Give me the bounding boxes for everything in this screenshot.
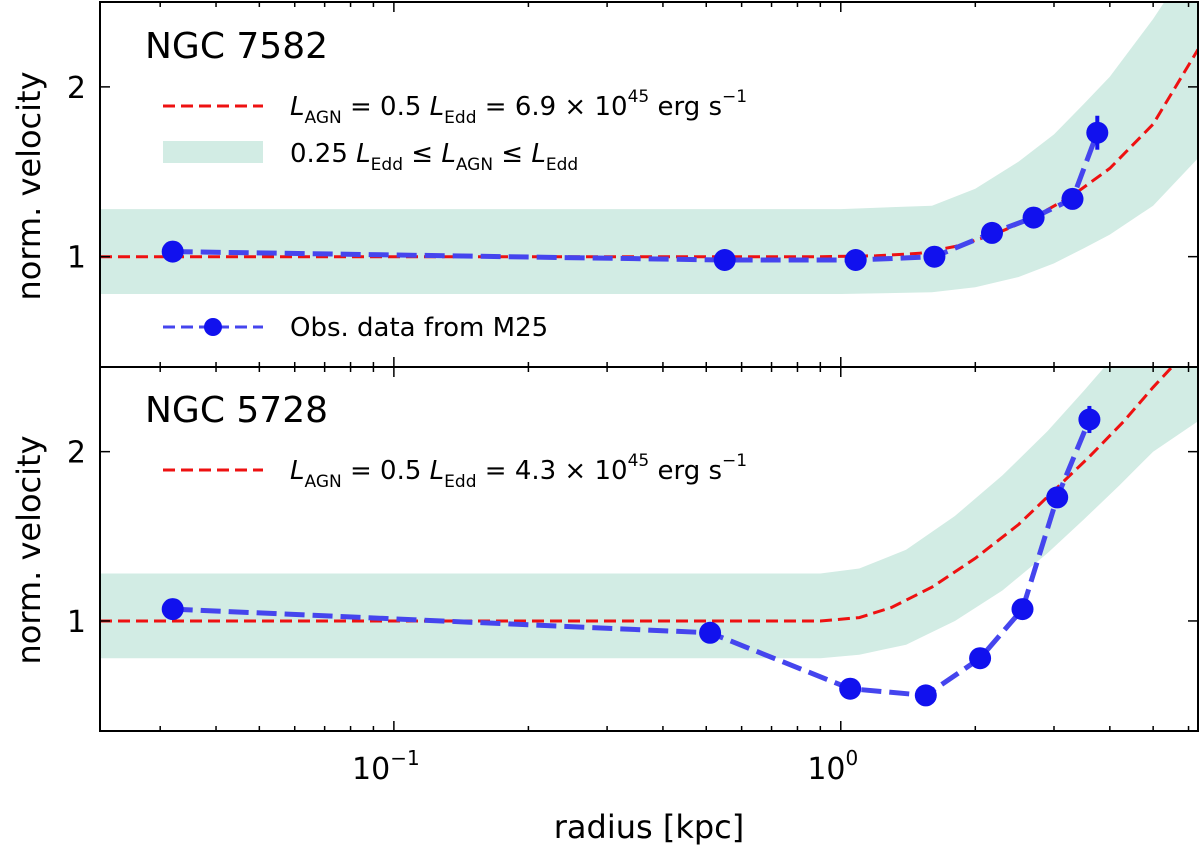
data-point [839, 677, 862, 700]
legend-model-label: LAGN = 0.5 LEdd = 6.9 × 1045 erg s−1 [290, 87, 747, 128]
panel-ngc7582: 12 NGC 7582 norm. velocity LAGN = 0.5 LE… [10, 1, 1199, 368]
x-tick-label: 100 [807, 746, 858, 787]
x-axis-label: radius [kpc] [554, 808, 745, 846]
panel-ngc5728: 1 2 10−1 100 NGC 5728 norm. velocity LAGN =… [10, 366, 1199, 846]
data-point [1086, 121, 1109, 144]
axis-ticks: 12 [67, 2, 1198, 367]
legend-model-label: LAGN = 0.5 LEdd = 4.3 × 1045 erg s−1 [290, 451, 747, 492]
y-tick-label: 1 [67, 605, 86, 640]
y-tick-label: 2 [67, 71, 86, 106]
plot-frame [99, 366, 1199, 732]
observed-data-series [161, 115, 1109, 271]
data-point [713, 249, 736, 271]
band-area [100, 367, 1198, 659]
y-tick-label: 2 [67, 436, 86, 471]
data-point [981, 221, 1003, 244]
axis-ticks: 1 2 10−1 100 [67, 367, 1198, 787]
legend-data-label: Obs. data from M25 [290, 313, 548, 343]
x-tick-label: 10−1 [352, 746, 420, 787]
data-point [161, 240, 184, 263]
data-point [914, 684, 937, 707]
legend-band-swatch [163, 141, 263, 163]
luminosity-range-band [100, 2, 1198, 294]
data-line [172, 418, 1092, 698]
data-point [844, 249, 867, 271]
luminosity-range-band [100, 367, 1198, 659]
data-point [161, 598, 184, 621]
model-curve [100, 367, 1174, 623]
data-point [699, 621, 722, 644]
panel-title: NGC 5728 [145, 390, 328, 431]
data-point [1046, 486, 1069, 509]
data-point [969, 647, 992, 670]
legend-data-marker [204, 318, 222, 336]
data-point [1078, 408, 1101, 431]
y-tick-label: 1 [67, 241, 86, 276]
data-point [923, 245, 946, 268]
observed-data-series [161, 405, 1101, 707]
model-line [100, 367, 1174, 623]
data-point [1022, 206, 1045, 229]
legend: LAGN = 0.5 LEdd = 4.3 × 1045 erg s−1 [163, 451, 747, 492]
y-axis-label: norm. velocity [10, 435, 48, 664]
data-point [1011, 598, 1034, 621]
band-area [100, 2, 1198, 294]
panel-title: NGC 7582 [145, 26, 328, 67]
data-point [1061, 187, 1084, 210]
legend: LAGN = 0.5 LEdd = 6.9 × 1045 erg s−1 0.2… [163, 87, 747, 343]
y-axis-label: norm. velocity [10, 71, 48, 300]
legend-band-label: 0.25 LEdd ≤ LAGN ≤ LEdd [290, 139, 578, 175]
